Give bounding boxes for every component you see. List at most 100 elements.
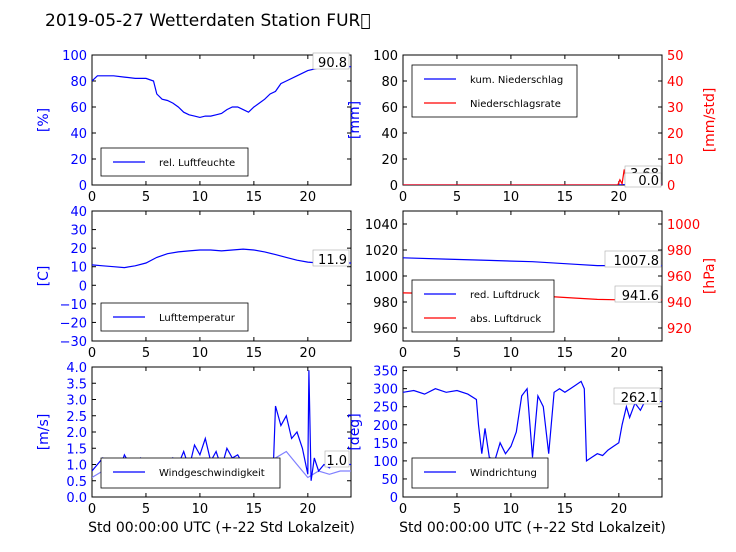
- legend-label: red. Luftdruck: [470, 290, 540, 301]
- legend-box: [411, 457, 549, 489]
- x-tick-label: 0: [88, 190, 96, 205]
- y-tick-label: 1000: [365, 270, 398, 285]
- x-axis-label: Std 00:00:00 UTC (+-22 Std Lokalzeit): [399, 520, 666, 536]
- y-tick-right-label: 10: [667, 153, 684, 168]
- figure-title: 2019-05-27 Wetterdaten Station FUR : [45, 11, 371, 31]
- y-tick-label: 50: [381, 473, 398, 488]
- y-tick-label: 60: [70, 101, 87, 116]
- series-line-humidity-0: [92, 66, 351, 119]
- y-tick-right-label: 960: [667, 270, 692, 285]
- y-tick-label: 2.5: [66, 410, 87, 425]
- y-tick-label: −30: [60, 335, 87, 350]
- series-line-temperature-0: [92, 248, 351, 269]
- y-tick-right-label: 920: [667, 322, 692, 337]
- y-tick-label: 10: [70, 261, 87, 276]
- x-tick-label: 10: [503, 346, 520, 361]
- legend-label: Lufttemperatur: [159, 313, 236, 324]
- y-tick-label: 40: [381, 127, 398, 142]
- legend-label: Windgeschwindigkeit: [159, 468, 265, 479]
- y-tick-label: 20: [381, 153, 398, 168]
- x-tick-label: 20: [300, 502, 317, 517]
- x-tick-label: 20: [300, 346, 317, 361]
- y-tick-label: 0: [79, 279, 87, 294]
- x-tick-label: 15: [246, 346, 263, 361]
- y-tick-label: 0: [390, 179, 398, 194]
- y-tick-label: −20: [60, 316, 87, 331]
- y-tick-label: 0: [390, 491, 398, 506]
- panel-precip: 0 5 10 15 20 0 20 40 60 80 100 0 10 20 30 40 50 [mm] [mm/s…: [347, 49, 718, 205]
- x-tick-label: 0: [399, 190, 407, 205]
- current-value: 1007.8: [614, 254, 660, 269]
- panel-pressure: 0 5 10 15 20 960 980 1000 1020 1040 920 940 960 980 10…: [365, 210, 718, 361]
- y-tick-label: −10: [60, 298, 87, 313]
- y-tick-label: 1.5: [66, 442, 87, 457]
- legend-box: [100, 457, 281, 489]
- x-tick-label: 10: [503, 190, 520, 205]
- current-value-right: 941.6: [622, 289, 659, 304]
- y-tick-right-label: 40: [667, 75, 684, 90]
- y-tick-label: 1.0: [66, 459, 87, 474]
- y-tick-label: 300: [373, 383, 398, 398]
- y-tick-label: 40: [70, 205, 87, 220]
- y-tick-label: 350: [373, 365, 398, 380]
- value-box: [312, 249, 350, 267]
- panel-humidity: 0 5 10 15 20 0 20 40 60 80 100 [%] rel. Luftfeuchte 9…: [36, 49, 352, 205]
- y-tick-label: 4.0: [66, 361, 87, 376]
- value-box: [324, 450, 350, 468]
- x-tick-label: 5: [142, 502, 150, 517]
- legend-label: rel. Luftfeuchte: [159, 158, 235, 169]
- x-tick-label: 0: [399, 346, 407, 361]
- x-tick-label: 0: [88, 346, 96, 361]
- current-value: 262.1: [621, 391, 658, 406]
- series-line-winddir-0: [403, 380, 662, 462]
- x-tick-label: 20: [611, 190, 628, 205]
- y-tick-label: 3.5: [66, 377, 87, 392]
- value-box: [604, 250, 662, 268]
- x-tick-label: 0: [399, 502, 407, 517]
- current-value: 11.9: [318, 253, 347, 268]
- y-tick-label: 80: [381, 75, 398, 90]
- x-tick-label: 20: [611, 346, 628, 361]
- x-tick-label: 15: [557, 190, 574, 205]
- y-tick-label: 30: [70, 224, 87, 239]
- series-group: [92, 248, 351, 269]
- y-axis-label: [C]: [36, 266, 52, 287]
- series-group: [403, 380, 662, 462]
- y-tick-label: 0.5: [66, 475, 87, 490]
- y-tick-label: 980: [373, 296, 398, 311]
- x-axis-label: Std 00:00:00 UTC (+-22 Std Lokalzeit): [88, 520, 355, 536]
- y-tick-label: 40: [70, 127, 87, 142]
- y-tick-label: 100: [373, 49, 398, 64]
- y-tick-label: 20: [70, 153, 87, 168]
- legend-label: Windrichtung: [470, 468, 537, 479]
- y-tick-right-label: 50: [667, 49, 684, 64]
- legend-box: [411, 279, 555, 333]
- y-axis-label: [m/s]: [36, 414, 52, 451]
- legend-box: [411, 64, 578, 118]
- y-tick-label: 1020: [365, 244, 398, 259]
- legend-label: Niederschlagsrate: [470, 99, 561, 110]
- y-axis-right-label: [mm/std]: [702, 88, 718, 153]
- x-tick-label: 5: [142, 190, 150, 205]
- y-tick-right-label: 20: [667, 127, 684, 142]
- y-tick-label: 80: [70, 75, 87, 90]
- y-tick-label: 960: [373, 322, 398, 337]
- x-tick-label: 15: [557, 502, 574, 517]
- y-tick-label: 250: [373, 401, 398, 416]
- y-tick-label: 100: [62, 49, 87, 64]
- panel-temperature: 0 5 10 15 20 −30 −20 −10 0 10 20 30 40 [C] Lufttempera…: [36, 205, 352, 361]
- y-axis-label: [%]: [36, 108, 52, 132]
- y-tick-label: 20: [70, 242, 87, 257]
- x-tick-label: 20: [611, 502, 628, 517]
- y-tick-right-label: 0: [667, 179, 675, 194]
- x-tick-label: 15: [557, 346, 574, 361]
- x-tick-label: 5: [453, 190, 461, 205]
- current-value: 90.8: [318, 56, 347, 71]
- current-value: 0.0: [638, 174, 659, 189]
- y-tick-label: 0.0: [66, 491, 87, 506]
- x-tick-label: 0: [88, 502, 96, 517]
- series-group: [92, 66, 351, 119]
- y-axis-label: [deg]: [347, 413, 363, 450]
